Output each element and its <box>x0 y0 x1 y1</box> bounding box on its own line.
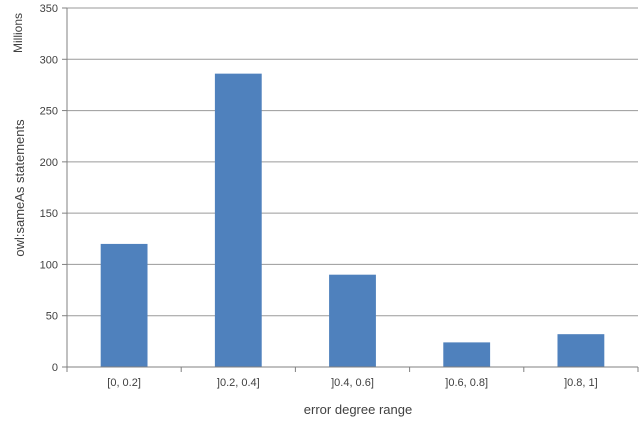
axes <box>66 8 639 372</box>
x-tick-labels: [0, 0.2] ]0.2, 0.4] ]0.4, 0.6] ]0.6, 0.8] ]0… <box>107 377 597 389</box>
y-tick-label: 50 <box>46 311 58 323</box>
x-tick-label: ]0.4, 0.6] <box>331 377 374 389</box>
y-tick-label: 100 <box>40 259 58 271</box>
bar <box>557 334 605 367</box>
x-axis-title: error degree range <box>304 402 412 417</box>
grid-lines <box>62 7 638 368</box>
x-tick-label: ]0.2, 0.4] <box>217 377 260 389</box>
x-tick-label: ]0.8, 1] <box>564 377 598 389</box>
y-tick-label: 300 <box>40 54 58 66</box>
x-tick-label: [0, 0.2] <box>107 377 141 389</box>
y-unit-label: Millions <box>11 13 25 53</box>
bar <box>214 73 262 367</box>
bar <box>100 243 148 367</box>
y-tick-label: 0 <box>52 362 58 374</box>
bars <box>100 73 605 367</box>
y-tick-label: 250 <box>40 106 58 118</box>
y-tick-label: 350 <box>40 3 58 15</box>
y-tick-label: 150 <box>40 208 58 220</box>
y-axis-title: owl:sameAs statements <box>12 119 27 257</box>
x-tick-label: ]0.6, 0.8] <box>445 377 488 389</box>
bar <box>329 274 376 367</box>
y-tick-label: 200 <box>40 157 58 169</box>
y-tick-labels: 0 50 100 150 200 250 300 350 <box>40 3 58 374</box>
bar <box>443 342 491 367</box>
